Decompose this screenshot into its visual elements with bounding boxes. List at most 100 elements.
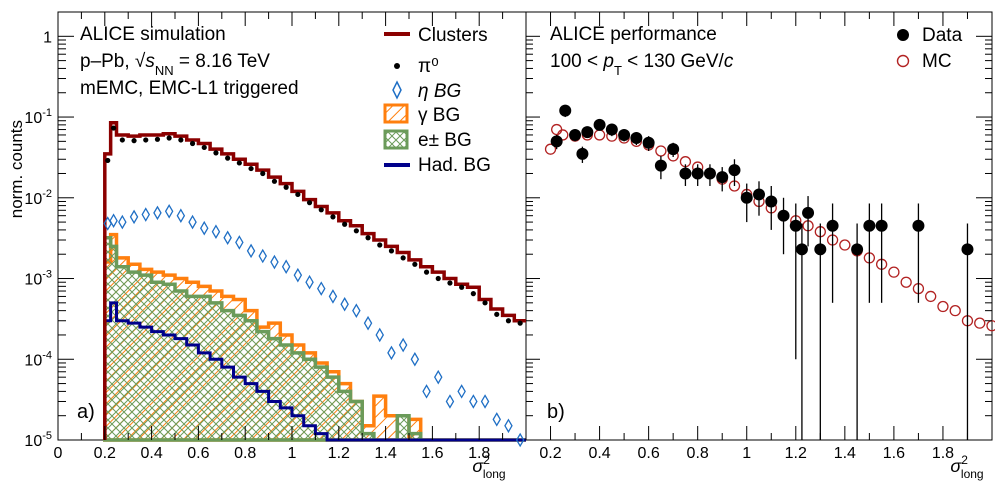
legend-mc-label: MC — [922, 51, 952, 72]
data-point — [569, 128, 582, 141]
eta-bg-point — [492, 412, 502, 427]
data-point — [851, 243, 864, 256]
pi0-point — [260, 170, 266, 177]
eta-bg-point — [457, 384, 466, 399]
legend-eta-marker — [392, 80, 402, 100]
eta-bg-point — [223, 230, 232, 246]
legend-clusters-label: Clusters — [418, 25, 488, 46]
eta-bg-point — [375, 327, 385, 343]
eta-bg-point — [328, 289, 338, 304]
eta-bg-point — [164, 204, 174, 219]
pi0-point — [201, 144, 207, 151]
mc-point — [949, 305, 961, 317]
data-point — [576, 147, 589, 160]
data-point — [703, 167, 716, 180]
data-point — [875, 219, 888, 232]
data-point — [777, 209, 790, 222]
eta-bg-point — [398, 337, 408, 353]
data-point — [642, 136, 655, 149]
x-tick-label: 1.4 — [834, 445, 856, 462]
mc-point — [593, 129, 606, 141]
mc-point — [925, 290, 937, 303]
legend-pi0-label: π⁰ — [418, 56, 439, 77]
data-point — [912, 219, 925, 232]
legend-electron-swatch — [383, 129, 409, 150]
x-tick-label: 1.4 — [374, 445, 396, 462]
pi0-point — [318, 207, 324, 213]
eta-bg-point — [480, 394, 490, 409]
pi0-point — [154, 136, 161, 142]
mc-point — [900, 276, 912, 288]
y-tick-label: 10-2 — [24, 188, 52, 208]
x-tick-label: 0.8 — [687, 445, 709, 462]
eta-bg-point — [316, 281, 326, 296]
mc-point — [974, 317, 986, 329]
data-point — [605, 123, 618, 136]
data-point — [691, 167, 704, 180]
pi0-point — [412, 261, 418, 267]
legend-mc-marker — [896, 54, 910, 68]
eta-bg-point — [340, 296, 349, 312]
pi0-point — [482, 300, 488, 306]
eta-bg-point — [141, 207, 151, 222]
pi0-point — [225, 155, 231, 161]
data-point — [581, 126, 594, 139]
data-point — [961, 243, 974, 256]
eta-bg-point — [445, 394, 455, 409]
electron-bg-histogram — [103, 235, 526, 442]
pi0-point — [283, 184, 289, 190]
panel-a-legend: Clusters π⁰ η BG γ BG e± BG Had. BG — [383, 25, 491, 176]
pi0-point — [400, 255, 406, 261]
legend-gamma-swatch — [383, 103, 409, 124]
pi0-point — [447, 280, 453, 286]
x-tick-label: 1 — [288, 445, 297, 462]
data-point — [765, 195, 778, 208]
legend-pi0-marker — [394, 63, 400, 69]
x-tick-label: 0.2 — [539, 445, 561, 462]
eta-bg-point — [199, 220, 209, 236]
x-tick-label: 1.6 — [883, 445, 905, 462]
x-tick-label: 1.6 — [421, 445, 443, 462]
data-point — [789, 219, 802, 232]
eta-bg-point — [258, 248, 268, 264]
pi0-point — [435, 275, 441, 282]
data-point — [728, 164, 741, 177]
mc-point — [986, 320, 995, 332]
panel-b-title-line-2: 100 < pT < 130 GeV/c — [550, 51, 734, 78]
data-point — [679, 167, 692, 180]
pi0-point — [143, 137, 149, 143]
pi0-point — [342, 221, 348, 227]
x-tick-label: 0.6 — [187, 445, 209, 462]
panel-b-title-line-1: ALICE performance — [550, 24, 717, 45]
panel-a-x-axis-label: σ2 long — [472, 453, 505, 481]
data-point — [716, 171, 729, 184]
data-point — [630, 132, 643, 145]
pi0-point — [110, 125, 117, 131]
eta-bg-point — [410, 351, 420, 367]
data-point — [740, 191, 753, 204]
y-tick-label: 10-3 — [24, 269, 52, 289]
eta-bg-point — [504, 418, 513, 434]
eta-bg-point — [109, 213, 118, 229]
x-tick-label: 0.4 — [140, 445, 162, 462]
pi0-point — [517, 320, 523, 326]
eta-bg-point — [118, 214, 127, 230]
pi0-point — [189, 140, 196, 147]
eta-bg-point — [270, 254, 279, 270]
x-tick-label: 1 — [742, 445, 751, 462]
y-axis-label: norm. counts — [7, 120, 26, 218]
eta-bg-point — [211, 224, 221, 240]
pi0-point — [494, 311, 500, 317]
y-tick-label: 10-5 — [24, 430, 52, 450]
legend-hadron-label: Had. BG — [418, 155, 491, 176]
x-tick-label: 1.8 — [932, 445, 954, 462]
legend-electron-label: e± BG — [418, 130, 472, 151]
mc-point — [888, 266, 900, 278]
pi0-point — [459, 284, 465, 290]
legend-data-label: Data — [922, 25, 963, 46]
panel-a-plot — [103, 120, 526, 448]
data-point — [795, 243, 808, 256]
panel-a-title-line-2: p–Pb, √sNN = 8.16 TeV — [80, 51, 270, 78]
data-point — [618, 128, 631, 141]
